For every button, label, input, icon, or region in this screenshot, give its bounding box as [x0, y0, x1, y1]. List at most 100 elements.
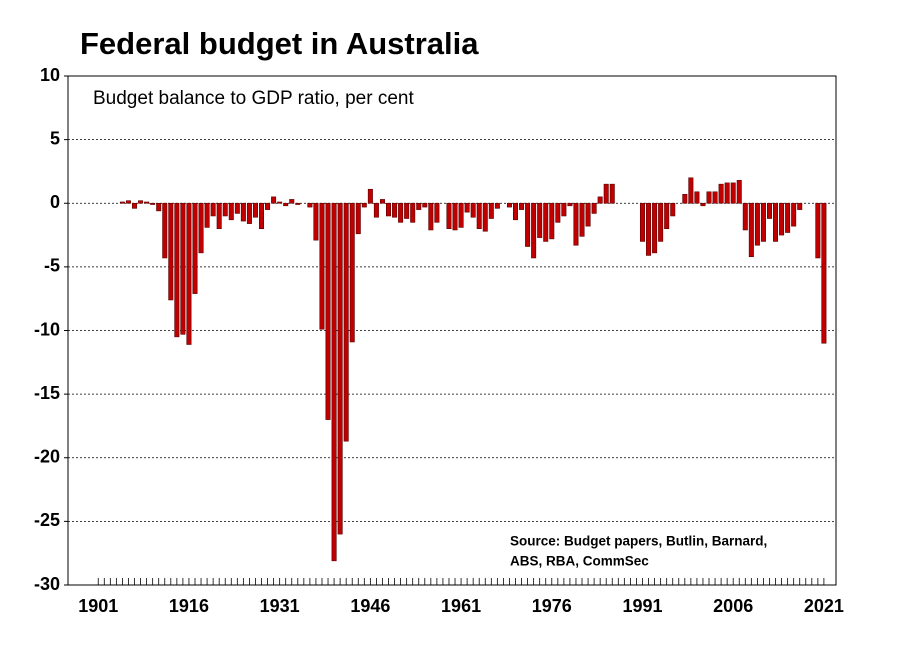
- bar: [295, 202, 301, 205]
- bar: [724, 182, 730, 204]
- x-tick-label: 1901: [78, 596, 118, 616]
- bar: [150, 202, 156, 205]
- bar: [646, 202, 652, 256]
- bar: [252, 202, 258, 218]
- bar: [773, 202, 779, 242]
- bar: [561, 202, 567, 217]
- bar: [392, 202, 398, 218]
- x-tick-label: 2006: [713, 596, 753, 616]
- source-note: ABS, RBA, CommSec: [510, 554, 649, 569]
- bar: [216, 202, 222, 230]
- bar: [313, 202, 319, 241]
- bar: [228, 202, 234, 221]
- x-tick-label: 1931: [260, 596, 300, 616]
- bar: [519, 202, 525, 210]
- bar: [125, 200, 131, 204]
- bar: [428, 202, 434, 231]
- y-tick-label: 5: [50, 128, 60, 148]
- bar: [700, 202, 706, 207]
- bar: [186, 202, 192, 345]
- bar: [718, 183, 724, 204]
- bar: [386, 202, 392, 217]
- bar: [458, 202, 464, 228]
- bar: [355, 202, 361, 235]
- bar: [482, 202, 488, 232]
- bar: [821, 202, 827, 344]
- bar: [555, 202, 561, 223]
- bar: [512, 202, 518, 221]
- source-note: Source: Budget papers, Butlin, Barnard,: [510, 534, 767, 549]
- bar: [531, 202, 537, 259]
- bar: [785, 202, 791, 233]
- y-tick-label: -30: [34, 574, 60, 594]
- bar: [379, 199, 385, 204]
- bar: [174, 202, 180, 338]
- bar: [609, 183, 615, 204]
- bar: [283, 202, 289, 207]
- bar: [730, 182, 736, 204]
- bar: [706, 191, 712, 204]
- y-tick-label: -5: [44, 256, 60, 276]
- bar: [537, 202, 543, 238]
- bar: [639, 202, 645, 242]
- bar: [319, 202, 325, 330]
- bar: [652, 202, 658, 254]
- bar: [797, 202, 803, 210]
- bar: [307, 202, 313, 208]
- x-tick-label: 1976: [532, 596, 572, 616]
- bar: [192, 202, 198, 294]
- bar: [119, 201, 125, 204]
- bar: [494, 202, 500, 209]
- bar: [766, 202, 772, 219]
- bar: [144, 201, 150, 204]
- bar: [343, 202, 349, 442]
- bar: [694, 191, 700, 204]
- bar: [138, 200, 144, 204]
- bar: [736, 180, 742, 204]
- bar: [234, 202, 240, 214]
- bar: [446, 202, 452, 230]
- bar: [373, 202, 379, 218]
- bar: [754, 202, 760, 246]
- y-tick-label: -10: [34, 319, 60, 339]
- y-tick-label: 0: [50, 192, 60, 212]
- bar: [585, 202, 591, 227]
- y-tick-label: -25: [34, 510, 60, 530]
- bar: [132, 202, 138, 209]
- chart-title: Federal budget in Australia: [80, 26, 479, 61]
- bar: [791, 202, 797, 227]
- bar: [277, 201, 283, 204]
- bar: [204, 202, 210, 228]
- bar: [464, 202, 470, 213]
- bar: [549, 202, 555, 240]
- bar: [156, 202, 162, 212]
- bar: [742, 202, 748, 231]
- x-tick-label: 1991: [622, 596, 662, 616]
- bar: [682, 194, 688, 204]
- bar: [506, 202, 512, 208]
- x-tick-label: 1916: [169, 596, 209, 616]
- bar: [337, 202, 343, 535]
- bar: [815, 202, 821, 259]
- bar: [210, 202, 216, 217]
- bar: [265, 202, 271, 210]
- bar: [349, 202, 355, 343]
- bar: [168, 202, 174, 301]
- x-tick-label: 1961: [441, 596, 481, 616]
- bar: [404, 202, 410, 219]
- bar: [198, 202, 204, 254]
- chart-subtitle: Budget balance to GDP ratio, per cent: [93, 88, 414, 109]
- bar: [603, 183, 609, 204]
- bar: [361, 202, 367, 208]
- x-tick-label: 2021: [804, 596, 844, 616]
- bar: [434, 202, 440, 223]
- bar: [416, 202, 422, 210]
- bar: [331, 202, 337, 562]
- y-tick-label: -20: [34, 447, 60, 467]
- bar: [180, 202, 186, 335]
- bar: [579, 202, 585, 237]
- bar: [246, 202, 252, 224]
- bar: [779, 202, 785, 236]
- bar: [259, 202, 265, 230]
